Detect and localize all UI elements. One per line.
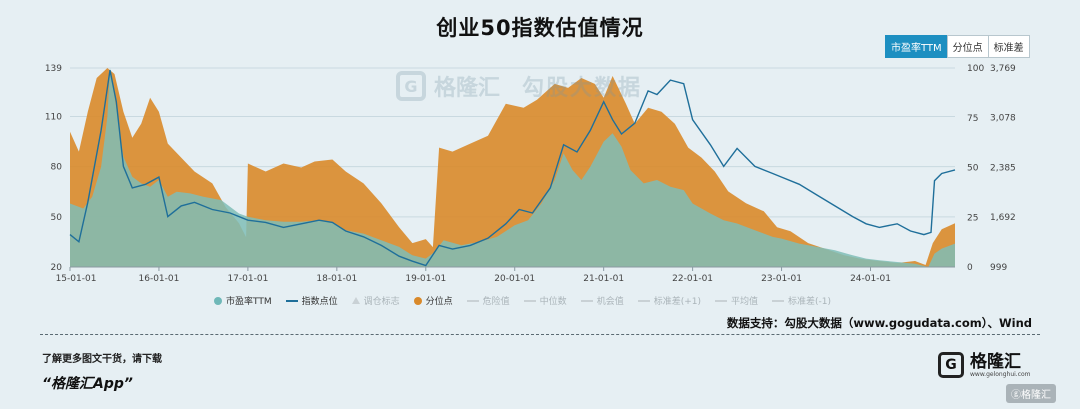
y-left-tick-label: 110 <box>45 112 62 122</box>
y-index-tick-label: 1,692 <box>990 213 1016 223</box>
axes: 20 50 80 110 139 0 25 50 75 100 999 1,692 2,385 3,078… <box>45 64 1016 284</box>
area-series <box>70 68 955 267</box>
legend-line-icon <box>285 299 298 302</box>
chart-title: 创业50指数估值情况 <box>436 16 644 40</box>
x-tick-label: 19-01-01 <box>405 274 446 284</box>
y-percentile-tick-label: 25 <box>967 213 978 223</box>
legend-line-icon <box>580 299 593 302</box>
x-tick-label: 20-01-01 <box>494 274 535 284</box>
legend-dot-icon <box>413 296 422 305</box>
watermark-name: 格隆汇 <box>434 76 501 101</box>
y-index-tick-label: 3,769 <box>990 64 1016 74</box>
legend-triangle-icon <box>351 297 360 304</box>
legend-rebalance-flag[interactable]: 调仓标志 <box>351 294 400 307</box>
brand-url: www.gelonghui.com <box>970 370 1031 378</box>
legend-line-icon <box>466 299 479 302</box>
valuation-chart: 20 50 80 110 139 0 25 50 75 100 999 1,692 2,385 3,078… <box>45 64 1016 284</box>
y-percentile-tick-label: 75 <box>967 114 978 124</box>
y-left-tick-label: 50 <box>51 213 63 223</box>
x-tick-label: 15-01-01 <box>56 274 97 284</box>
legend-opportunity-value[interactable]: 机会值 <box>580 294 624 307</box>
legend-std-plus-1[interactable]: 标准差(+1) <box>637 294 701 307</box>
x-tick-label: 18-01-01 <box>316 274 357 284</box>
x-tick-label: 17-01-01 <box>227 274 268 284</box>
y-index-tick-label: 999 <box>990 263 1007 273</box>
y-percentile-tick-label: 100 <box>967 64 984 74</box>
y-left-tick-label: 80 <box>51 163 63 173</box>
line-series <box>69 69 956 267</box>
promo-app-name: “格隆汇App” <box>42 376 133 392</box>
data-source-note: 数据支持：勾股大数据（www.gogudata.com）、Wind <box>726 316 1032 330</box>
x-tick-label: 23-01-01 <box>761 274 802 284</box>
y-index-tick-label: 2,385 <box>990 163 1016 173</box>
legend-line-icon <box>523 299 536 302</box>
legend-pe-ttm[interactable]: 市盈率TTM <box>214 294 272 307</box>
legend-line-icon <box>772 299 785 302</box>
corner-watermark-badge: ⓖ格隆汇 <box>1006 384 1056 403</box>
x-tick-label: 21-01-01 <box>583 274 624 284</box>
brand-name: 格隆汇 <box>970 351 1021 372</box>
brand-logo-icon: G <box>938 352 964 378</box>
watermark-sub: 勾股大数据 <box>522 76 643 101</box>
watermark: G 格隆汇 勾股大数据 <box>396 70 642 102</box>
pe-ttm-area <box>70 68 955 267</box>
legend-average[interactable]: 平均值 <box>715 294 758 307</box>
legend-median[interactable]: 中位数 <box>523 294 567 307</box>
x-tick-label: 24-01-01 <box>850 274 891 284</box>
legend-index-level[interactable]: 指数点位 <box>285 294 338 307</box>
legend-line-icon <box>715 299 727 302</box>
chart-legend: 市盈率TTM 指数点位 调仓标志 分位点 危险值 中位数 机会值 标准差(+1)… <box>214 294 845 307</box>
legend-line-icon <box>637 299 650 302</box>
x-tick-label: 16-01-01 <box>139 274 180 284</box>
legend-dot-icon <box>214 296 222 305</box>
x-tick-label: 22-01-01 <box>672 274 713 284</box>
tab-std-dev[interactable]: 标准差 <box>987 35 1030 58</box>
legend-danger-value[interactable]: 危险值 <box>466 294 510 307</box>
brand-logo: G 格隆汇 www.gelonghui.com <box>938 352 1031 378</box>
y-percentile-tick-label: 50 <box>967 164 979 174</box>
percentile-area <box>70 68 955 267</box>
view-tabs: 市盈率TTM 分位点 标准差 <box>885 35 1030 58</box>
legend-percentile[interactable]: 分位点 <box>413 294 453 307</box>
promo-text: 了解更多图文干货，请下载 <box>42 354 162 365</box>
legend-std-minus-1[interactable]: 标准差(-1) <box>772 294 831 307</box>
y-left-tick-label: 20 <box>51 263 63 273</box>
index-level-line <box>69 69 956 267</box>
watermark-logo-icon: G <box>396 71 426 101</box>
section-divider <box>40 334 1040 335</box>
y-left-tick-label: 139 <box>45 64 62 74</box>
y-percentile-tick-label: 0 <box>967 263 973 273</box>
y-index-tick-label: 3,078 <box>990 114 1016 124</box>
